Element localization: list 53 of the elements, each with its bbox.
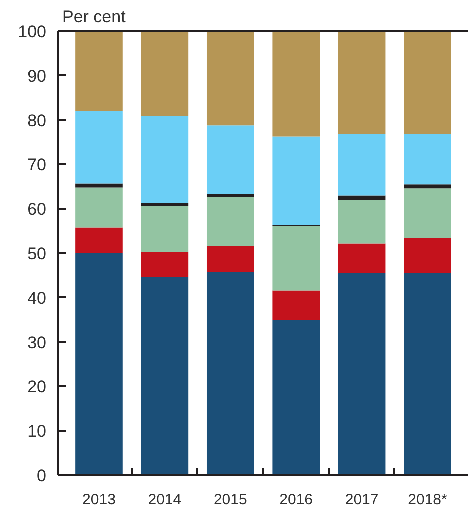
bar — [76, 254, 123, 476]
x-tick-label: 2016 — [280, 492, 314, 508]
bar — [404, 184, 452, 189]
y-tick-label: 90 — [28, 66, 47, 86]
bar — [76, 184, 123, 188]
y-tick-label: 80 — [28, 111, 47, 130]
y-tick-label: 0 — [37, 466, 47, 486]
x-tick-label: 2013 — [82, 492, 116, 508]
bar — [206, 272, 254, 476]
bar — [338, 196, 386, 200]
bar — [338, 244, 386, 274]
bar — [338, 273, 386, 476]
bar — [141, 116, 189, 204]
bar — [206, 126, 254, 194]
y-tick-label: 50 — [28, 244, 47, 264]
bar — [404, 188, 452, 238]
bar — [206, 197, 254, 246]
y-axis-title: Per cent — [62, 8, 126, 26]
bar — [338, 200, 386, 244]
y-tick-label: 30 — [28, 333, 47, 352]
bar — [272, 32, 320, 137]
bar — [272, 136, 320, 226]
bar — [404, 238, 452, 274]
bar — [76, 32, 123, 111]
bar — [141, 252, 189, 278]
y-tick-label: 70 — [28, 156, 47, 175]
bar — [76, 188, 123, 228]
bar — [272, 320, 320, 476]
bar — [141, 277, 189, 476]
x-tick-label: 2014 — [148, 492, 182, 508]
y-tick-label: 40 — [28, 288, 47, 308]
bar — [206, 194, 254, 198]
bar — [404, 32, 452, 135]
bar — [76, 228, 123, 254]
x-tick-label: 2018* — [408, 492, 448, 508]
bar — [76, 110, 123, 184]
bar — [141, 206, 189, 252]
bar — [141, 32, 189, 116]
y-tick-label: 100 — [18, 22, 47, 42]
y-tick-label: 60 — [28, 200, 47, 220]
bar — [338, 32, 386, 135]
y-tick-label: 10 — [28, 422, 47, 442]
x-tick-label: 2017 — [345, 492, 379, 508]
bar — [206, 32, 254, 126]
bar — [206, 246, 254, 272]
bar — [272, 290, 320, 321]
y-tick-label: 20 — [28, 378, 47, 397]
bar — [404, 273, 452, 476]
bar — [338, 134, 386, 196]
bar — [404, 134, 452, 185]
bar — [272, 226, 320, 291]
x-tick-label: 2015 — [214, 492, 248, 508]
bar — [141, 203, 189, 206]
